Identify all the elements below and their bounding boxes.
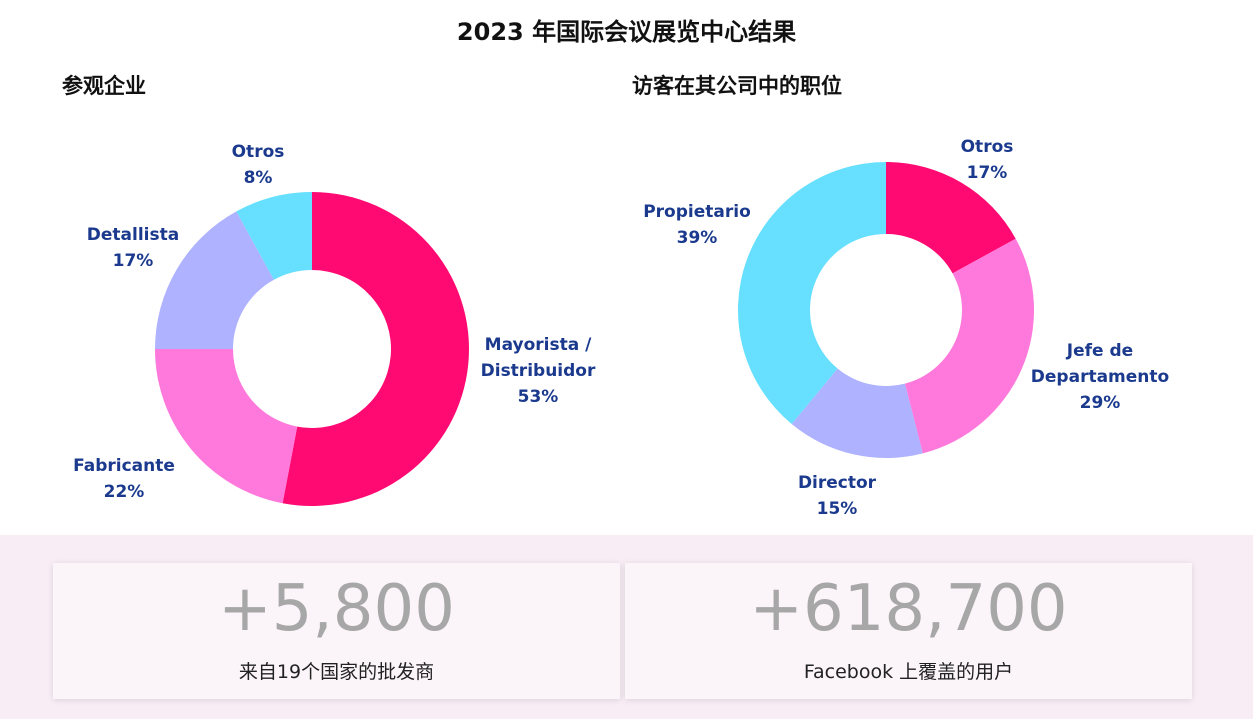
stat-caption-wholesalers: 来自19个国家的批发商 [238,661,435,683]
stat-card-wholesalers: +5,800 来自19个国家的批发商 [53,563,620,699]
chart1-slice-2 [155,349,298,504]
chart1-slice-1 [282,192,470,507]
chart2-slice-2 [904,238,1034,454]
chart-title-companies: 参观企业 [62,74,146,98]
chart1-label-4: Otros 8% [232,142,285,188]
chart2-label-3: Director 15% [798,473,877,519]
chart2-label-4: Propietario 39% [643,202,751,248]
chart1-slice-3 [155,211,274,349]
page-title: 2023 年国际会议展览中心结果 [456,18,797,46]
chart2-label-2: Jefe de Departamento 29% [1031,341,1169,413]
chart2-label-1: Otros 17% [961,137,1014,183]
stat-value-facebook: +618,700 [749,572,1068,646]
chart1-slice-4 [236,192,312,280]
chart1-label-1: Mayorista / Distribuidor 53% [481,335,596,407]
chart1-label-2: Fabricante 22% [73,456,175,502]
chart2-slice-3 [791,368,923,458]
chart1-label-3: Detallista 17% [87,225,179,271]
stat-value-wholesalers: +5,800 [218,572,455,646]
chart-title-positions: 访客在其公司中的职位 [632,74,842,98]
stat-caption-facebook: Facebook 上覆盖的用户 [803,661,1014,683]
stats-band: +5,800 来自19个国家的批发商 +618,700 Facebook 上覆盖… [0,535,1253,719]
stat-card-facebook: +618,700 Facebook 上覆盖的用户 [625,563,1192,699]
chart2-slice-4 [737,162,886,425]
chart2-slice-1 [886,162,1016,274]
donut-charts: Mayorista / Distribuidor 53% Fabricante 22% D… [73,137,1169,519]
